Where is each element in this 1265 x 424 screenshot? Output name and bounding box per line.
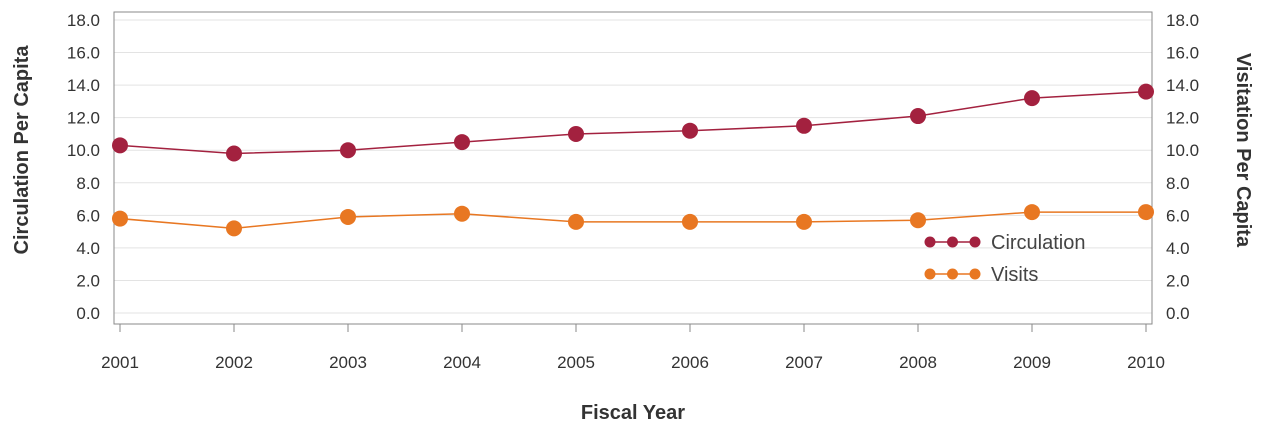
x-axis: 2001 2002 2003 2004 2005 2006 2007 2008 2009 2010 bbox=[101, 324, 1165, 372]
y-tick-label-right: 8.0 bbox=[1166, 174, 1190, 193]
legend-label: Visits bbox=[991, 264, 1038, 286]
data-point-circulation bbox=[1024, 90, 1040, 107]
y-tick-label-right: 2.0 bbox=[1166, 271, 1190, 290]
y-tick-label-left: 18.0 bbox=[67, 11, 100, 30]
y-tick-label-left: 14.0 bbox=[67, 76, 100, 95]
data-point-visits bbox=[226, 220, 242, 237]
y-axis-left-title: Circulation Per Capita bbox=[11, 45, 33, 255]
y-tick-label-right: 14.0 bbox=[1166, 76, 1199, 95]
legend-marker bbox=[947, 268, 958, 280]
legend-item-visits: Visits bbox=[924, 264, 1038, 286]
series-line-circulation bbox=[119, 90, 1147, 155]
data-point-circulation bbox=[910, 108, 926, 125]
legend-marker bbox=[924, 236, 936, 248]
data-point-circulation bbox=[682, 122, 698, 139]
data-point-visits bbox=[796, 213, 812, 230]
y-tick-label-left: 8.0 bbox=[76, 174, 100, 193]
y-tick-label-right: 10.0 bbox=[1166, 141, 1199, 160]
y-tick-label-left: 10.0 bbox=[67, 141, 100, 160]
y-tick-label-left: 0.0 bbox=[76, 304, 100, 323]
y-tick-label-left: 16.0 bbox=[67, 44, 100, 63]
x-tick-label: 2009 bbox=[1013, 353, 1051, 372]
series bbox=[112, 83, 1154, 237]
y-tick-label-right: 6.0 bbox=[1166, 206, 1190, 225]
data-point-visits bbox=[112, 210, 128, 227]
x-tick-label: 2003 bbox=[329, 353, 367, 372]
y-tick-label-right: 0.0 bbox=[1166, 304, 1190, 323]
y-tick-label-right: 16.0 bbox=[1166, 44, 1199, 63]
x-tick-label: 2002 bbox=[215, 353, 253, 372]
legend-item-circulation: Circulation bbox=[924, 232, 1085, 254]
y-tick-label-left: 6.0 bbox=[76, 206, 100, 225]
legend-label: Circulation bbox=[991, 232, 1085, 254]
x-tick-label: 2004 bbox=[443, 353, 481, 372]
y-tick-label-right: 18.0 bbox=[1166, 11, 1199, 30]
x-axis-title: Fiscal Year bbox=[581, 402, 685, 424]
y-tick-label-left: 2.0 bbox=[76, 271, 100, 290]
data-point-circulation bbox=[796, 117, 812, 134]
x-tick-label: 2010 bbox=[1127, 353, 1165, 372]
legend-marker bbox=[947, 236, 958, 248]
y-axis-left: 0.0 2.0 4.0 6.0 8.0 10.0 12.0 14.0 16.0 18.0 bbox=[67, 11, 100, 323]
data-point-visits bbox=[1024, 204, 1040, 221]
data-point-visits bbox=[340, 208, 356, 225]
data-point-circulation bbox=[112, 137, 128, 154]
gridlines bbox=[114, 19, 1152, 314]
x-tick-label: 2005 bbox=[557, 353, 595, 372]
data-point-circulation bbox=[454, 134, 470, 151]
data-point-visits bbox=[910, 212, 926, 229]
y-tick-label-left: 12.0 bbox=[67, 109, 100, 128]
data-point-circulation bbox=[568, 125, 584, 142]
x-tick-label: 2001 bbox=[101, 353, 139, 372]
y-tick-label-right: 4.0 bbox=[1166, 239, 1190, 258]
legend-marker bbox=[924, 268, 936, 280]
y-tick-label-right: 12.0 bbox=[1166, 109, 1199, 128]
legend: Circulation Visits bbox=[924, 232, 1085, 286]
y-axis-right: 0.0 2.0 4.0 6.0 8.0 10.0 12.0 14.0 16.0 18.0 bbox=[1166, 11, 1199, 323]
y-tick-label-left: 4.0 bbox=[76, 239, 100, 258]
y-axis-right-title: Visitation Per Capita bbox=[1232, 53, 1254, 248]
legend-marker bbox=[969, 268, 981, 280]
x-tick-label: 2006 bbox=[671, 353, 709, 372]
x-tick-label: 2008 bbox=[899, 353, 937, 372]
data-point-circulation bbox=[226, 145, 242, 162]
data-point-visits bbox=[454, 205, 470, 222]
data-point-visits bbox=[568, 213, 584, 230]
x-tick-label: 2007 bbox=[785, 353, 823, 372]
data-point-circulation bbox=[1138, 83, 1154, 100]
data-point-visits bbox=[1138, 204, 1154, 221]
data-point-visits bbox=[682, 213, 698, 230]
series-line-visits bbox=[119, 211, 1146, 230]
plot-frame bbox=[113, 11, 1153, 325]
data-point-circulation bbox=[340, 142, 356, 159]
legend-marker bbox=[969, 236, 981, 248]
